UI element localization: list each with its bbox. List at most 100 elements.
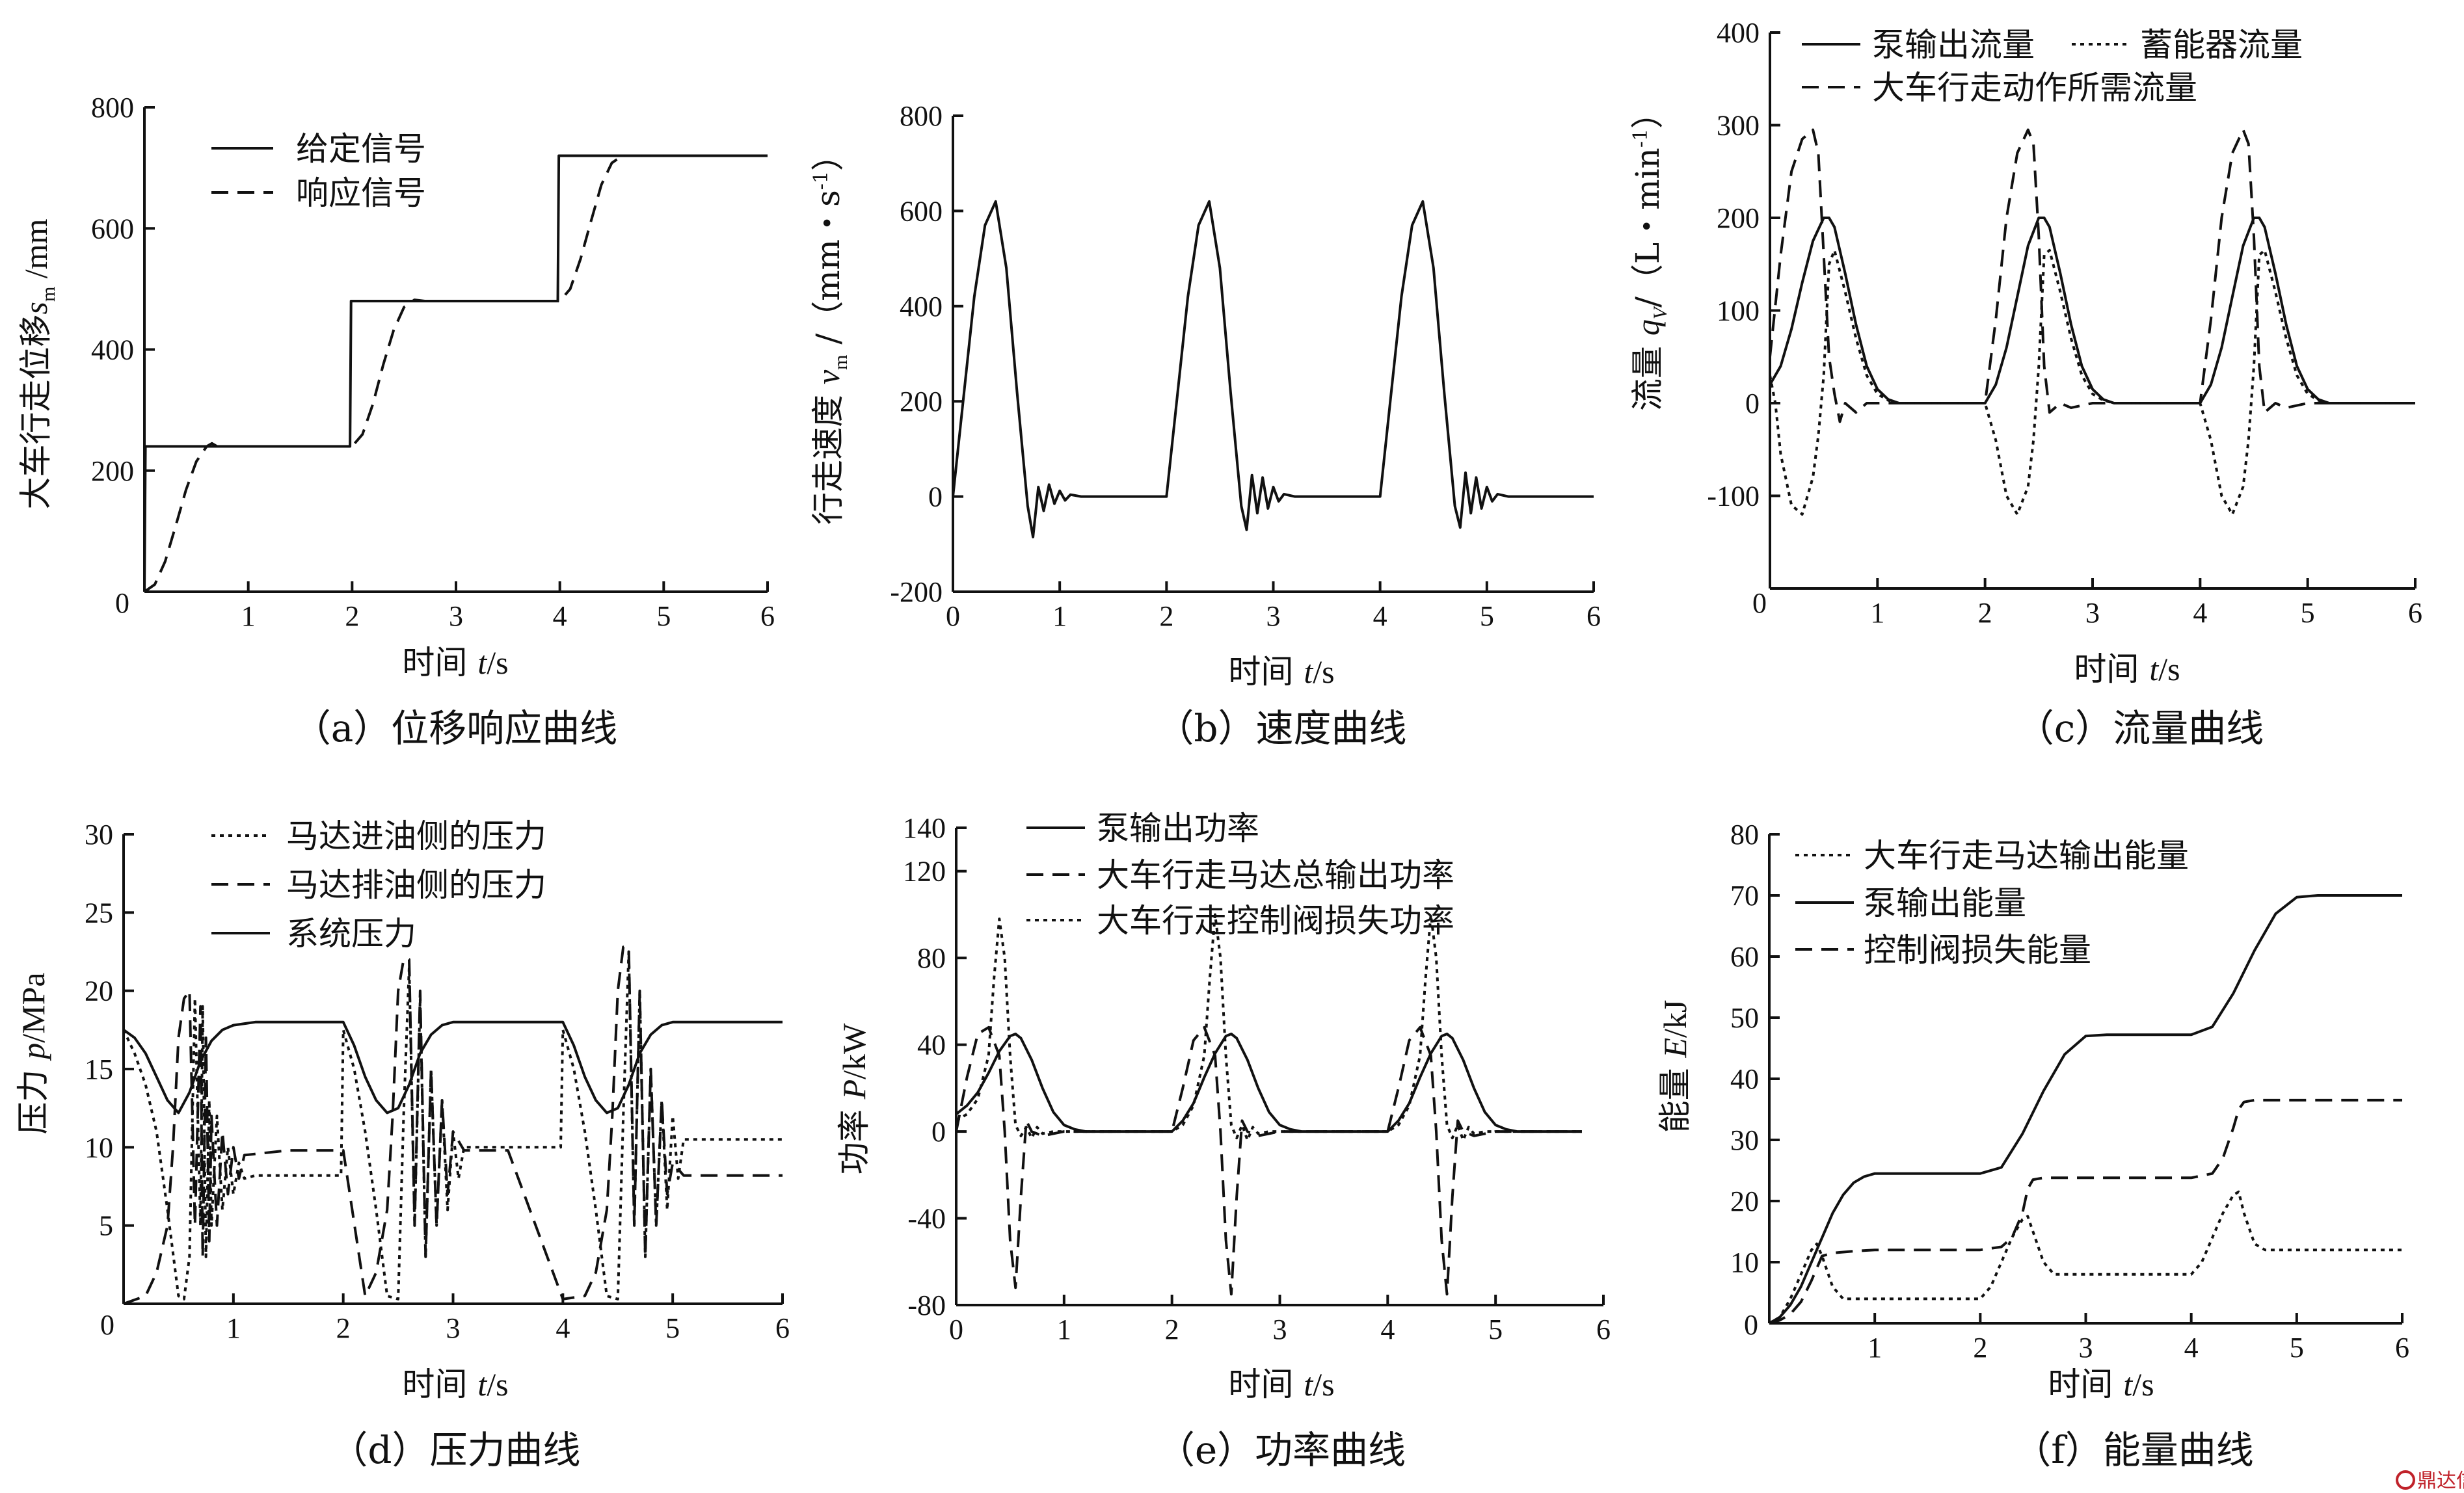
- y-tick-label: 25: [85, 897, 113, 929]
- legend-label-required-flow: 大车行走动作所需流量: [1872, 69, 2197, 107]
- plot-area-c: [1769, 33, 2415, 590]
- y-tick-label: 20: [1730, 1185, 1759, 1217]
- y-tick-label: 100: [1717, 295, 1760, 327]
- x-tick-label: 2: [1978, 597, 1992, 629]
- y-tick-label: 140: [903, 812, 946, 844]
- x-tick-label: 6: [760, 600, 775, 632]
- series-line-f-2: [1769, 1098, 2402, 1325]
- y-tick-label: 30: [85, 819, 113, 851]
- y-tick-label: -40: [907, 1203, 946, 1235]
- x-tick-label: 4: [556, 1312, 570, 1344]
- caption-a: （a）位移响应曲线: [293, 706, 618, 750]
- x-tick-label: 6: [1587, 600, 1601, 632]
- x-tick-label: 4: [1380, 1314, 1395, 1345]
- x-tick-label: 5: [2301, 597, 2315, 629]
- y-axis-label-b: 行走速度 vm /（mm・s-1）: [809, 139, 851, 525]
- x-ticks-a: 1 2 3 4 5 6: [143, 581, 775, 632]
- series-line-e-1: [955, 1025, 1582, 1296]
- y-tick-label: 200: [900, 386, 943, 417]
- x-tick-label: 5: [1488, 1314, 1503, 1345]
- x-axis-label-b: 时间 t/s: [1228, 653, 1334, 691]
- series-line-f-1: [1768, 894, 2402, 1325]
- y-tick-label: 80: [917, 942, 946, 974]
- legend-label-motor-power: 大车行走马达总输出功率: [1097, 856, 1454, 894]
- y-tick-label: 300: [1717, 110, 1760, 142]
- x-tick-label: 6: [775, 1312, 790, 1344]
- legend-e: 泵输出功率 大车行走马达总输出功率 大车行走控制阀损失功率: [1026, 810, 1454, 940]
- panel-a: 1 2 3 4 5 6 200 400 600 800 给定信号 响应信号 0 大车行走位移sm…: [17, 92, 775, 750]
- panel-f: 1 2 3 4 5 6 10 20 30 40 50 60 70 80 大车行走马达输出能量 泵输出能量…: [1656, 819, 2409, 1472]
- x-tick-label: 1: [226, 1312, 241, 1344]
- x-tick-label: 0: [946, 600, 960, 632]
- series-line-a-1: [143, 154, 664, 593]
- origin-label-d: 0: [100, 1309, 114, 1341]
- series-line-d-2: [122, 1020, 783, 1115]
- y-tick-label: 50: [1730, 1002, 1759, 1034]
- x-tick-label: 5: [1480, 600, 1494, 632]
- legend-label-response: 响应信号: [296, 174, 426, 212]
- caption-f: （f）能量曲线: [2013, 1428, 2253, 1472]
- y-tick-label: 5: [99, 1210, 113, 1242]
- x-axis-label-d: 时间 t/s: [402, 1366, 508, 1403]
- y-tick-label: 200: [1717, 202, 1760, 234]
- x-axis-label-c: 时间 t/s: [2074, 650, 2180, 688]
- y-tick-label: 40: [1730, 1063, 1759, 1095]
- y-ticks-f: 10 20 30 40 50 60 70 80: [1730, 819, 1780, 1278]
- y-tick-label: -100: [1707, 481, 1760, 512]
- x-tick-label: 5: [656, 600, 671, 632]
- x-tick-label: 1: [241, 600, 256, 632]
- y-axis-label-e: 功率 P/kW: [835, 1023, 873, 1174]
- x-tick-label: 0: [949, 1314, 963, 1345]
- y-axis-label-a: 大车行走位移sm /mm: [17, 218, 59, 509]
- x-tick-label: 6: [2395, 1332, 2409, 1364]
- caption-d: （d）压力曲线: [330, 1428, 580, 1472]
- x-tick-label: 2: [1159, 600, 1173, 632]
- legend-label-outlet-pressure: 马达排油侧的压力: [286, 866, 546, 904]
- x-tick-label: 6: [1596, 1314, 1611, 1345]
- legend-label-pump-power: 泵输出功率: [1097, 810, 1259, 847]
- y-tick-label: 600: [900, 195, 943, 227]
- x-tick-label: 6: [2408, 597, 2422, 629]
- y-tick-label: 0: [931, 1116, 946, 1148]
- y-tick-label: 0: [928, 481, 943, 513]
- x-tick-label: 4: [2193, 597, 2207, 629]
- series-line-c-0: [1769, 217, 2415, 404]
- y-ticks-d: 5 10 15 20 25 30: [85, 819, 134, 1242]
- y-tick-label: 400: [1717, 17, 1760, 49]
- y-tick-label: 600: [91, 213, 134, 244]
- x-tick-label: 2: [1165, 1314, 1179, 1345]
- series-line-c-2: [1769, 128, 2415, 423]
- plot-area-e: [955, 828, 1603, 1306]
- origin-label-a: 0: [115, 587, 129, 619]
- y-axis-label-c: 流量 qV/（L・min-1）: [1629, 96, 1671, 411]
- x-tick-label: 1: [1052, 600, 1067, 632]
- legend-label-accumulator-flow: 蓄能器流量: [2140, 26, 2303, 64]
- y-tick-label: 200: [91, 455, 134, 487]
- y-ticks-b: -200 0 200 400 600 800: [890, 100, 963, 608]
- y-tick-label: 120: [903, 856, 946, 888]
- x-tick-label: 2: [345, 600, 359, 632]
- legend-label-motor-energy: 大车行走马达输出能量: [1864, 837, 2189, 875]
- y-ticks-e: -80 -40 0 40 80 120 140: [903, 812, 967, 1321]
- series-line-f-0: [1768, 1190, 2402, 1325]
- x-tick-label: 1: [1868, 1332, 1882, 1364]
- y-tick-label: 60: [1730, 941, 1759, 973]
- y-tick-label: 80: [1730, 819, 1759, 851]
- plot-area-a: [143, 107, 768, 593]
- legend-c: 泵输出流量 蓄能器流量 大车行走动作所需流量: [1802, 26, 2303, 107]
- series-line-b-0: [952, 200, 1594, 538]
- x-ticks-e: 0 1 2 3 4 5 6: [949, 1295, 1611, 1345]
- series-line-e-2: [955, 913, 1582, 1142]
- x-tick-label: 4: [553, 600, 567, 632]
- x-tick-label: 4: [2184, 1332, 2199, 1364]
- y-tick-label: 70: [1730, 880, 1759, 912]
- x-ticks-d: 1 2 3 4 5 6: [122, 1293, 790, 1344]
- x-tick-label: 3: [446, 1312, 461, 1344]
- x-tick-label: 2: [1973, 1332, 1987, 1364]
- x-ticks-b: 0 1 2 3 4 5 6: [946, 581, 1601, 632]
- y-tick-label: 20: [85, 975, 113, 1007]
- y-ticks-a: 200 400 600 800: [91, 92, 155, 487]
- x-tick-label: 4: [1373, 600, 1387, 632]
